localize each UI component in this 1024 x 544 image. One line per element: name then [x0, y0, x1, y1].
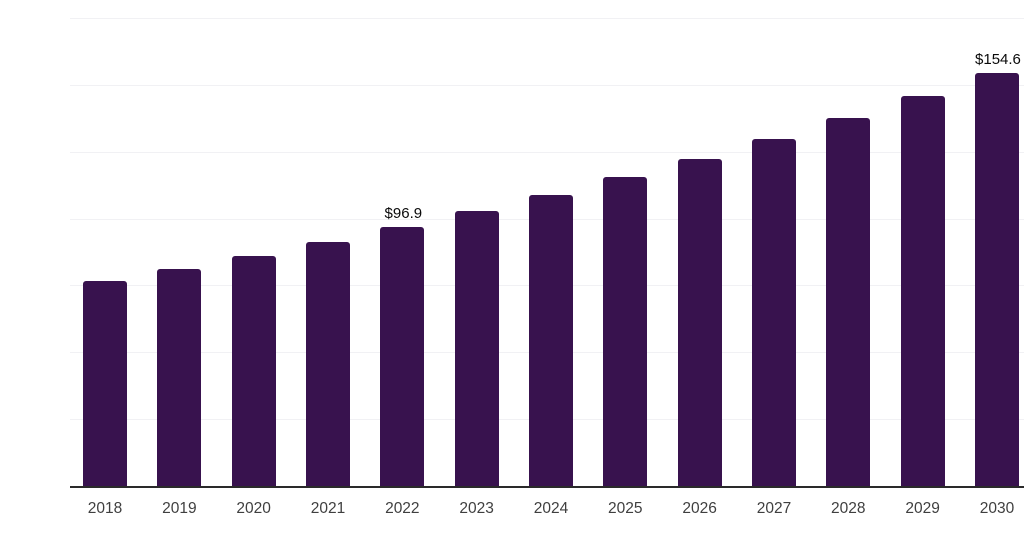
- bar-chart: 2018 2019 2020 2021 2022 2023 2024 2025 2026 2027…: [40, 16, 1024, 528]
- bar: [603, 177, 648, 486]
- bar: [975, 72, 1019, 486]
- bar: [306, 241, 350, 486]
- x-tick-label: 2025: [608, 500, 643, 517]
- gridline: [70, 18, 1024, 19]
- x-tick-label: 2022: [385, 500, 420, 517]
- x-tick-label: 2024: [533, 500, 569, 517]
- bar: [83, 280, 127, 486]
- bar: [157, 268, 202, 486]
- gridline: [70, 84, 1024, 86]
- bar: [752, 139, 796, 486]
- bar: [454, 211, 499, 486]
- bar: [380, 226, 425, 486]
- x-tick-label: 2030: [979, 500, 1015, 517]
- x-axis-line: [70, 486, 1024, 488]
- x-tick-label: 2020: [236, 500, 271, 517]
- bar: [231, 255, 276, 486]
- x-tick-label: 2023: [459, 500, 494, 517]
- bar: [900, 96, 945, 486]
- x-tick-label: 2028: [831, 500, 866, 517]
- bar: [826, 118, 871, 486]
- bar-value-label: $96.9: [384, 204, 423, 222]
- x-tick-label: 2019: [162, 500, 197, 517]
- gridline: [70, 151, 1024, 153]
- x-tick-label: 2018: [87, 500, 123, 517]
- bar-value-label: $154.6: [975, 50, 1021, 68]
- x-tick-label: 2021: [310, 500, 346, 517]
- x-tick-label: 2029: [905, 500, 940, 517]
- bar: [677, 158, 722, 486]
- x-tick-label: 2026: [682, 500, 717, 517]
- bar: [529, 194, 573, 486]
- x-tick-label: 2027: [756, 500, 792, 517]
